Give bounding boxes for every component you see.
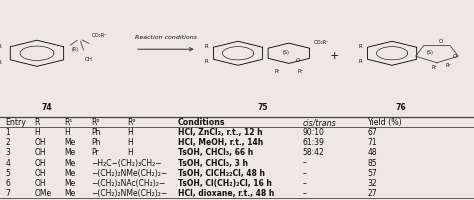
Text: R³: R³ [432, 64, 438, 69]
Text: CO₂R¹: CO₂R¹ [314, 40, 329, 45]
Text: R: R [205, 59, 208, 64]
Text: R: R [359, 44, 362, 49]
Text: (R): (R) [72, 46, 79, 51]
Text: Yield (%): Yield (%) [367, 118, 402, 126]
Text: −(CH₂)₂NMe(CH₂)₂−: −(CH₂)₂NMe(CH₂)₂− [91, 188, 167, 197]
Text: Me: Me [64, 168, 75, 177]
Text: −(CH₂)₂NAc(CH₂)₂−: −(CH₂)₂NAc(CH₂)₂− [91, 178, 165, 187]
Text: Entry: Entry [6, 118, 27, 126]
Text: R¹: R¹ [274, 69, 280, 74]
Text: 57: 57 [367, 168, 377, 177]
Text: R²: R² [445, 63, 451, 67]
Text: TsOH, CHCl₃, 3 h: TsOH, CHCl₃, 3 h [178, 158, 248, 167]
Text: Me: Me [64, 148, 75, 157]
Text: 27: 27 [367, 188, 377, 197]
Text: (S): (S) [427, 50, 434, 55]
Text: R: R [205, 44, 208, 49]
Text: TsOH, CHCl₃, 66 h: TsOH, CHCl₃, 66 h [178, 148, 253, 157]
Text: (S): (S) [283, 50, 289, 55]
Text: –: – [302, 168, 306, 177]
Text: TsOH, ClCH₂₂Cl, 48 h: TsOH, ClCH₂₂Cl, 48 h [178, 168, 265, 177]
Text: −H₂C−(CH₂)₃CH₂−: −H₂C−(CH₂)₃CH₂− [91, 158, 162, 167]
Text: 61:39: 61:39 [302, 138, 324, 147]
Text: OH: OH [34, 158, 46, 167]
Text: H: H [127, 148, 133, 157]
Text: R: R [0, 44, 1, 49]
Text: 58:42: 58:42 [302, 148, 324, 157]
Text: OMe: OMe [34, 188, 51, 197]
Text: +: + [329, 51, 339, 61]
Text: Ph: Ph [91, 138, 100, 147]
Text: H: H [34, 128, 40, 137]
Text: H: H [127, 138, 133, 147]
Text: OH: OH [84, 56, 92, 61]
Text: Conditions: Conditions [178, 118, 225, 126]
Text: R: R [359, 59, 362, 64]
Text: HCl, dioxane, r.t., 48 h: HCl, dioxane, r.t., 48 h [178, 188, 274, 197]
Text: 5: 5 [6, 168, 10, 177]
Text: Me: Me [64, 138, 75, 147]
Text: 6: 6 [6, 178, 10, 187]
Text: −(CH₂)₂NMe(CH₂)₂−: −(CH₂)₂NMe(CH₂)₂− [91, 168, 167, 177]
Text: Me: Me [64, 178, 75, 187]
Text: –: – [302, 158, 306, 167]
Text: HCl, MeOH, r.t., 14h: HCl, MeOH, r.t., 14h [178, 138, 263, 147]
Text: R²: R² [91, 118, 100, 126]
Text: O: O [453, 53, 457, 58]
Text: 85: 85 [367, 158, 377, 167]
Text: CO₂R¹: CO₂R¹ [91, 33, 107, 38]
Text: 2: 2 [6, 138, 10, 147]
Text: R¹: R¹ [64, 118, 73, 126]
Text: Me: Me [64, 188, 75, 197]
Text: OH: OH [34, 138, 46, 147]
Text: 76: 76 [395, 102, 406, 111]
Text: 1: 1 [6, 128, 10, 137]
Text: HCl, ZnCl₂, r.t., 12 h: HCl, ZnCl₂, r.t., 12 h [178, 128, 263, 137]
Text: Pr: Pr [91, 148, 99, 157]
Text: R: R [34, 118, 39, 126]
Text: Me: Me [64, 158, 75, 167]
Text: 90:10: 90:10 [302, 128, 324, 137]
Text: Ph: Ph [91, 128, 100, 137]
Text: 71: 71 [367, 138, 377, 147]
Text: OH: OH [34, 168, 46, 177]
Text: 74: 74 [41, 102, 52, 111]
Text: 67: 67 [367, 128, 377, 137]
Text: O: O [439, 39, 444, 44]
Text: 32: 32 [367, 178, 377, 187]
Text: 75: 75 [258, 102, 268, 111]
Text: cis/trans: cis/trans [302, 118, 336, 126]
Text: R: R [0, 59, 1, 64]
Text: TsOH, Cl(CH₂)₂Cl, 16 h: TsOH, Cl(CH₂)₂Cl, 16 h [178, 178, 272, 187]
Text: 4: 4 [6, 158, 10, 167]
Text: R³: R³ [127, 118, 136, 126]
Text: –: – [302, 188, 306, 197]
Text: H: H [127, 128, 133, 137]
Text: Reaction conditions: Reaction conditions [135, 35, 197, 40]
Text: –: – [302, 178, 306, 187]
Text: 3: 3 [6, 148, 10, 157]
Text: 48: 48 [367, 148, 377, 157]
Text: OH: OH [34, 178, 46, 187]
Text: 7: 7 [6, 188, 10, 197]
Text: H: H [64, 128, 70, 137]
Text: OH: OH [34, 148, 46, 157]
Text: R²: R² [298, 69, 304, 74]
Text: O: O [296, 58, 300, 63]
